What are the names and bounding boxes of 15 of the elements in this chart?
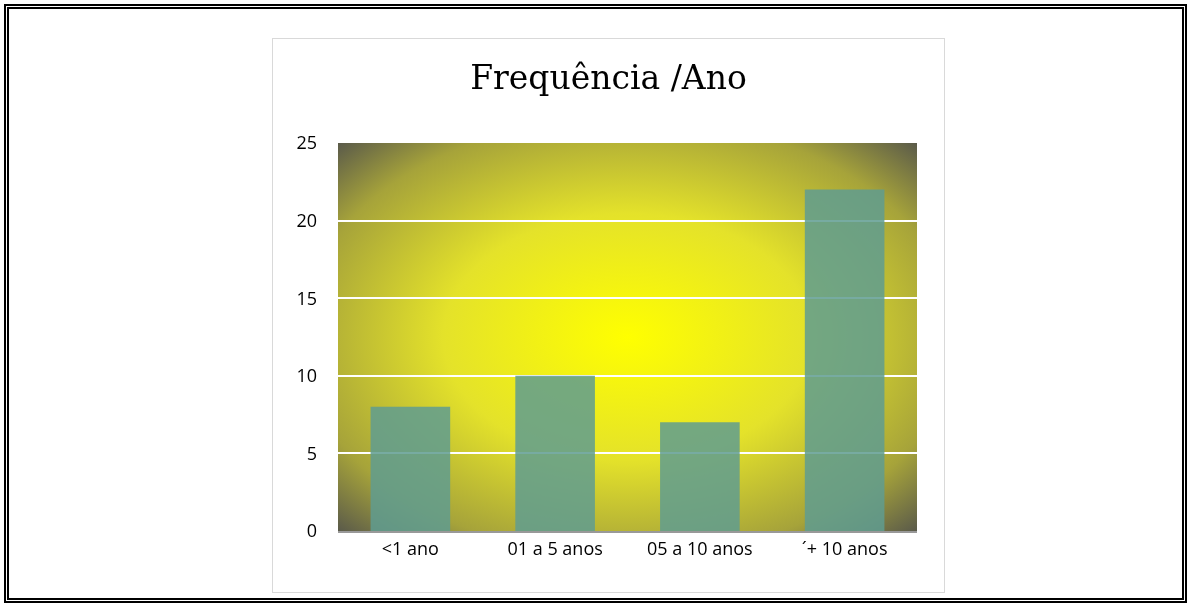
y-tick-label: 0 (306, 518, 317, 543)
x-tick-label: <1 ano (381, 535, 439, 560)
y-tick-label: 10 (296, 363, 317, 388)
y-tick-label: 15 (296, 285, 317, 310)
x-tick-label: 01 a 5 anos (507, 535, 603, 560)
bar (660, 422, 740, 531)
y-tick-label: 25 (296, 130, 317, 155)
y-tick-label: 20 (296, 207, 317, 232)
bar (804, 189, 885, 531)
chart-title: Frequência /Ano (470, 58, 747, 98)
x-tick-label: 05 a 10 anos (647, 535, 753, 560)
x-tick-label: ´+ 10 anos (801, 535, 888, 560)
y-tick-label: 5 (306, 440, 317, 465)
bar (515, 375, 595, 531)
bar (370, 406, 451, 531)
